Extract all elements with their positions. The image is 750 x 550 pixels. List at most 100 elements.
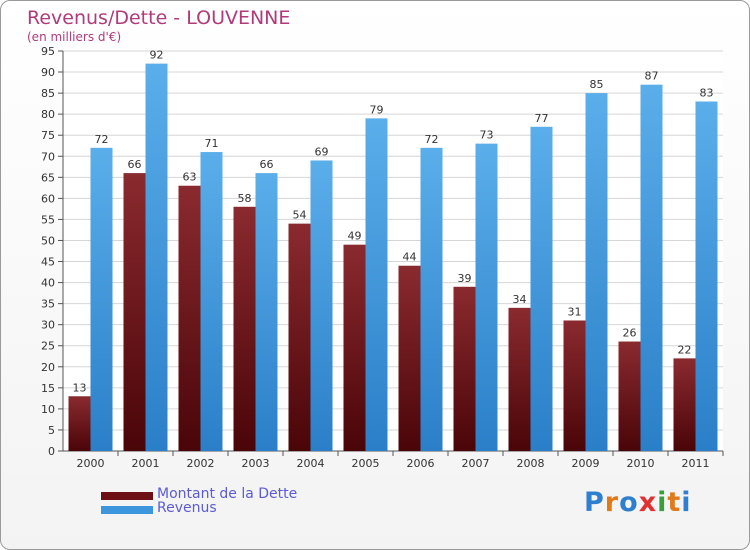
y-tick-label: 60 [41,192,55,205]
data-label-debt: 22 [678,343,692,356]
legend-swatch-debt [101,492,153,500]
bar-debt [233,206,256,451]
legend-label-revenue: Revenus [157,500,217,516]
x-tick-label: 2005 [352,457,380,470]
bar-revenue [255,173,278,451]
logo-letter: i [681,487,692,518]
data-label-debt: 26 [623,327,637,340]
data-label-revenue: 87 [645,70,659,83]
bar-revenue [640,84,663,452]
data-label-revenue: 79 [370,103,384,116]
x-tick-label: 2001 [132,457,160,470]
data-label-revenue: 85 [590,78,604,91]
data-label-revenue: 77 [535,112,549,125]
y-tick-label: 50 [41,234,55,247]
data-label-debt: 39 [458,272,472,285]
gridlines [63,50,723,452]
y-tick-label: 65 [41,171,55,184]
x-tick-label: 2011 [682,457,710,470]
chart-title: Revenus/Dette - LOUVENNE [27,7,291,29]
data-label-debt: 31 [568,305,582,318]
logo-letter: P [584,487,605,518]
bar-debt [123,173,146,451]
y-tick-label: 55 [41,213,55,226]
bar-debt [343,244,366,451]
data-label-revenue: 92 [150,49,164,62]
y-tick-label: 95 [41,45,55,58]
logo-letter: t [667,487,682,518]
data-label-debt: 66 [128,158,142,171]
logo-letter: i [657,487,668,518]
bar-revenue [365,118,388,452]
y-tick-label: 75 [41,129,55,142]
bar-debt [563,320,586,451]
data-label-revenue: 72 [95,133,109,146]
y-tick-label: 70 [41,150,55,163]
logo-letter: o [619,487,639,518]
x-tick-label: 2004 [297,457,325,470]
data-label-debt: 13 [73,381,87,394]
bar-debt [673,358,696,451]
proxiti-logo: Proxiti [584,487,692,518]
data-label-revenue: 71 [205,137,219,150]
x-tick-label: 2002 [187,457,215,470]
y-tick-label: 35 [41,298,55,311]
y-tick-label: 45 [41,256,55,269]
x-tick-label: 2000 [77,457,105,470]
bar-revenue [145,63,168,451]
data-label-revenue: 83 [700,87,714,100]
bar-revenue [310,160,333,451]
y-tick-label: 15 [41,382,55,395]
bars [68,63,718,452]
x-tick-label: 2010 [627,457,655,470]
data-label-debt: 44 [403,251,417,264]
y-tick-label: 5 [48,424,55,437]
chart-subtitle: (en milliers d'€) [27,30,122,44]
data-label-revenue: 69 [315,145,329,158]
bar-debt [618,341,641,451]
bar-revenue [530,126,553,451]
bar-revenue [585,93,608,452]
x-tick-label: 2003 [242,457,270,470]
bar-debt [178,185,201,451]
logo-letter: x [638,487,658,518]
x-tick-label: 2007 [462,457,490,470]
data-label-debt: 58 [238,192,252,205]
y-tick-label: 10 [41,403,55,416]
axes: 0 5 10 15 20 25 30 35 40 45 50 55 60 65 70 75 80 85 90 95 20… [41,45,724,470]
logo-letter: r [604,487,620,518]
y-tick-label: 20 [41,361,55,374]
bar-debt [508,307,531,451]
y-tick-label: 30 [41,319,55,332]
bar-debt [288,223,311,451]
y-tick-label: 40 [41,277,55,290]
bar-revenue [475,143,498,451]
data-label-revenue: 73 [480,129,494,142]
y-tick-label: 0 [48,445,55,458]
data-label-revenue: 66 [260,158,274,171]
value-labels: 13 72 66 92 63 71 58 66 54 69 49 79 44 72 39 73 34 77 31 85… [73,49,714,395]
plot-area [63,51,723,451]
data-label-revenue: 72 [425,133,439,146]
x-tick-label: 2009 [572,457,600,470]
bar-debt [453,286,476,451]
data-label-debt: 54 [293,209,307,222]
bar-revenue [420,147,443,451]
data-label-debt: 49 [348,230,362,243]
bar-revenue [200,152,223,452]
y-tick-label: 85 [41,87,55,100]
legend-label-debt: Montant de la Dette [157,486,298,502]
data-label-debt: 63 [183,171,197,184]
legend-swatch-revenue [101,506,153,514]
bar-debt [68,396,91,451]
y-tick-label: 90 [41,66,55,79]
y-tick-label: 25 [41,340,55,353]
bar-debt [398,265,421,451]
bar-revenue [90,147,113,451]
y-tick-label: 80 [41,108,55,121]
x-tick-label: 2008 [517,457,545,470]
x-tick-label: 2006 [407,457,435,470]
bar-revenue [695,101,718,452]
